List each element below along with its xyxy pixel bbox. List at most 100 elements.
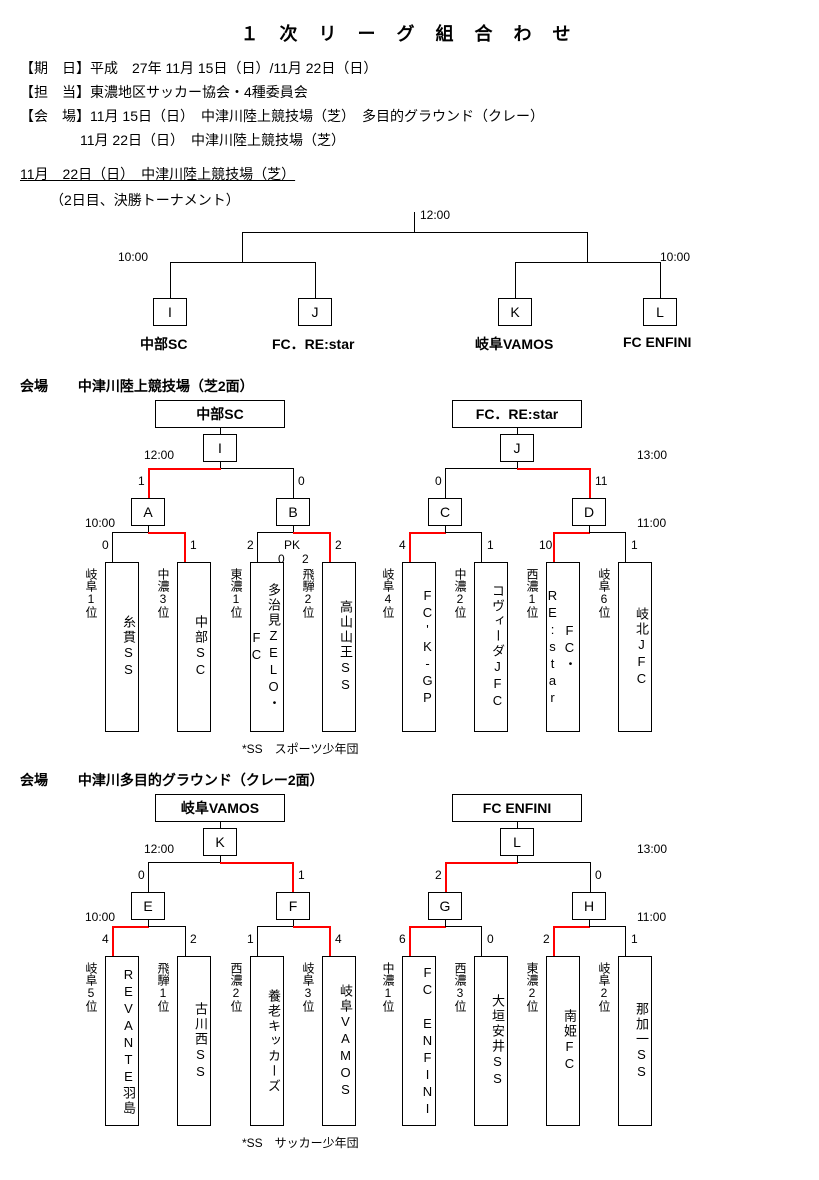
venue-name-2: 中津川多目的グラウンド（クレー2面） xyxy=(78,772,324,788)
date-text: 平成 27年 11月 15日（日）/11月 22日（日） xyxy=(90,60,377,76)
team-I: 中部SC xyxy=(140,334,187,354)
info-org: 【担 当】東濃地区サッカー協会・4種委員会 xyxy=(20,82,799,102)
node-C: C xyxy=(428,498,462,526)
score-E-left: 4 xyxy=(102,932,109,946)
rank-g2-5: 西濃3位 xyxy=(452,962,469,1012)
score-K-left: 0 xyxy=(138,868,145,882)
node-I-g1: I xyxy=(203,434,237,462)
finals-header: 11月 22日（日） 中津川陸上競技場（芝） xyxy=(20,166,295,182)
team-g2-7: 那加一SS xyxy=(618,956,652,1126)
rank-g1-6: 西濃1位 xyxy=(524,568,541,618)
venue-name-1: 中津川陸上競技場（芝2面） xyxy=(78,378,254,394)
rank-g2-1: 飛騨1位 xyxy=(155,962,172,1012)
team-g1-2: 多治見ZELO・FC xyxy=(250,562,284,732)
time-D: 11:00 xyxy=(637,516,666,530)
team-g2-2: 養老キッカーズ xyxy=(250,956,284,1126)
node-E: E xyxy=(131,892,165,920)
info-date: 【期 日】平成 27年 11月 15日（日）/11月 22日（日） xyxy=(20,58,799,78)
score-H-left: 2 xyxy=(543,932,550,946)
rank-g2-0: 岐阜5位 xyxy=(83,962,100,1012)
note-g1: *SS スポーツ少年団 xyxy=(242,740,358,757)
winner-box-I: 中部SC xyxy=(155,400,285,428)
node-H: H xyxy=(572,892,606,920)
info-venue1: 【会 場】11月 15日（日） 中津川陸上競技場（芝） 多目的グラウンド（クレー… xyxy=(20,106,799,126)
rank-g2-2: 西濃2位 xyxy=(228,962,245,1012)
node-B: B xyxy=(276,498,310,526)
team-g1-1: 中部SC xyxy=(177,562,211,732)
time-finals-left: 10:00 xyxy=(118,250,148,264)
node-L-g2: L xyxy=(500,828,534,856)
time-K: 12:00 xyxy=(144,842,174,856)
group2-bracket: 岐阜VAMOS FC ENFINI K L 12:00 13:00 0 1 2 … xyxy=(20,790,799,1160)
org-label: 【担 当】 xyxy=(20,84,90,100)
time-finals-right: 10:00 xyxy=(660,250,690,264)
score-G-right: 0 xyxy=(487,932,494,946)
time-H: 11:00 xyxy=(637,910,666,924)
team-L: FC ENFINI xyxy=(623,334,691,350)
rank-g2-6: 東濃2位 xyxy=(524,962,541,1012)
team-g1-6: FC・RE:star xyxy=(546,562,580,732)
rank-g1-4: 岐阜4位 xyxy=(380,568,397,618)
score-L-left: 2 xyxy=(435,868,442,882)
node-I: I xyxy=(153,298,187,326)
node-G: G xyxy=(428,892,462,920)
score-B-right: 2 xyxy=(335,538,342,552)
score-C-left: 4 xyxy=(399,538,406,552)
node-L: L xyxy=(643,298,677,326)
score-F-left: 1 xyxy=(247,932,254,946)
rank-g1-2: 東濃1位 xyxy=(228,568,245,618)
score-C-right: 1 xyxy=(487,538,494,552)
score-A-left: 0 xyxy=(102,538,109,552)
finals-bracket: 12:00 10:00 10:00 I J K L 中部SC FC．RE:sta… xyxy=(20,206,799,376)
score-I-right: 0 xyxy=(298,474,305,488)
rank-g1-1: 中濃3位 xyxy=(155,568,172,618)
org-text: 東濃地区サッカー協会・4種委員会 xyxy=(90,84,308,100)
node-J: J xyxy=(298,298,332,326)
rank-g2-3: 岐阜3位 xyxy=(300,962,317,1012)
venue-line1: 11月 15日（日） 中津川陸上競技場（芝） 多目的グラウンド（クレー） xyxy=(90,108,544,124)
node-F: F xyxy=(276,892,310,920)
node-D: D xyxy=(572,498,606,526)
team-g2-0: REVANTE羽島 xyxy=(105,956,139,1126)
time-I: 12:00 xyxy=(144,448,174,462)
team-K: 岐阜VAMOS xyxy=(475,334,553,354)
info-venue2: 11月 22日（日） 中津川陸上競技場（芝） xyxy=(80,130,799,150)
time-A: 10:00 xyxy=(85,516,115,530)
score-F-right: 4 xyxy=(335,932,342,946)
rank-g1-0: 岐阜1位 xyxy=(83,568,100,618)
rank-g1-5: 中濃2位 xyxy=(452,568,469,618)
node-K-g2: K xyxy=(203,828,237,856)
rank-g2-4: 中濃1位 xyxy=(380,962,397,1012)
time-L: 13:00 xyxy=(637,842,667,856)
pk-B-right: 2 xyxy=(302,552,309,566)
score-L-right: 0 xyxy=(595,868,602,882)
score-A-right: 1 xyxy=(190,538,197,552)
group1-bracket: 中部SC FC．RE:star I J 12:00 13:00 1 0 0 11… xyxy=(20,396,799,766)
score-J-left: 0 xyxy=(435,474,442,488)
score-I-left: 1 xyxy=(138,474,145,488)
score-J-right: 11 xyxy=(595,474,607,488)
note-g2: *SS サッカー少年団 xyxy=(242,1134,359,1151)
node-J-g1: J xyxy=(500,434,534,462)
date-label: 【期 日】 xyxy=(20,60,90,76)
score-K-right: 1 xyxy=(298,868,305,882)
time-J: 13:00 xyxy=(637,448,667,462)
time-finals-top: 12:00 xyxy=(420,208,450,222)
venue-label-prefix: 【会 場】 xyxy=(20,108,90,124)
pk-B: PK xyxy=(284,538,300,552)
team-g2-5: 大垣安井SS xyxy=(474,956,508,1126)
winner-box-L: FC ENFINI xyxy=(452,794,582,822)
time-E: 10:00 xyxy=(85,910,115,924)
score-H-right: 1 xyxy=(631,932,638,946)
winner-box-J: FC．RE:star xyxy=(452,400,582,428)
page-title: １ 次 リ ー グ 組 合 わ せ xyxy=(20,20,799,46)
rank-g1-3: 飛騨2位 xyxy=(300,568,317,618)
venue-prefix-2: 会場 xyxy=(20,772,48,788)
team-g2-4: FC ENFINI xyxy=(402,956,436,1126)
rank-g2-7: 岐阜2位 xyxy=(596,962,613,1012)
winner-box-K: 岐阜VAMOS xyxy=(155,794,285,822)
rank-g1-7: 岐阜6位 xyxy=(596,568,613,618)
team-g1-5: コヴィーダJFC xyxy=(474,562,508,732)
score-B-left: 2 xyxy=(247,538,254,552)
team-g1-3: 高山山王SS xyxy=(322,562,356,732)
